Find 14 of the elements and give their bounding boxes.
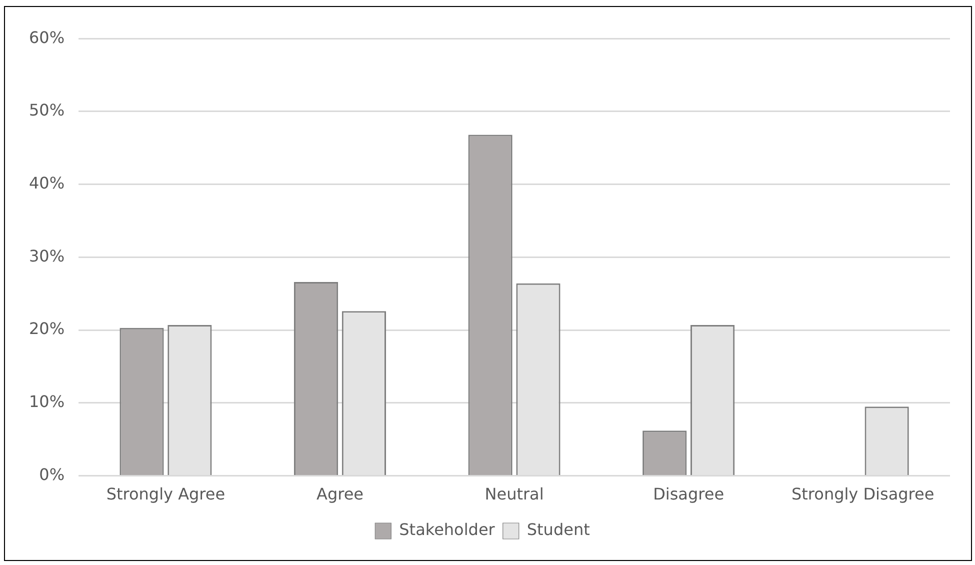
y-tick-label: 10% <box>29 392 65 412</box>
y-tick-label: 60% <box>29 28 65 47</box>
x-tick-label: Neutral <box>484 484 544 504</box>
y-tick-label: 40% <box>29 173 65 192</box>
y-tick-label: 20% <box>29 319 65 338</box>
legend-label: Student <box>526 520 590 540</box>
x-tick-label: Agree <box>316 484 364 504</box>
legend-label: Stakeholder <box>399 520 496 540</box>
x-tick-label: Disagree <box>653 484 724 504</box>
y-tick-label: 0% <box>39 464 65 484</box>
x-tick-label: Strongly Disagree <box>791 484 934 504</box>
y-tick-label: 30% <box>29 246 65 266</box>
y-tick-label: 50% <box>29 100 65 120</box>
x-tick-label: Strongly Agree <box>106 484 226 504</box>
